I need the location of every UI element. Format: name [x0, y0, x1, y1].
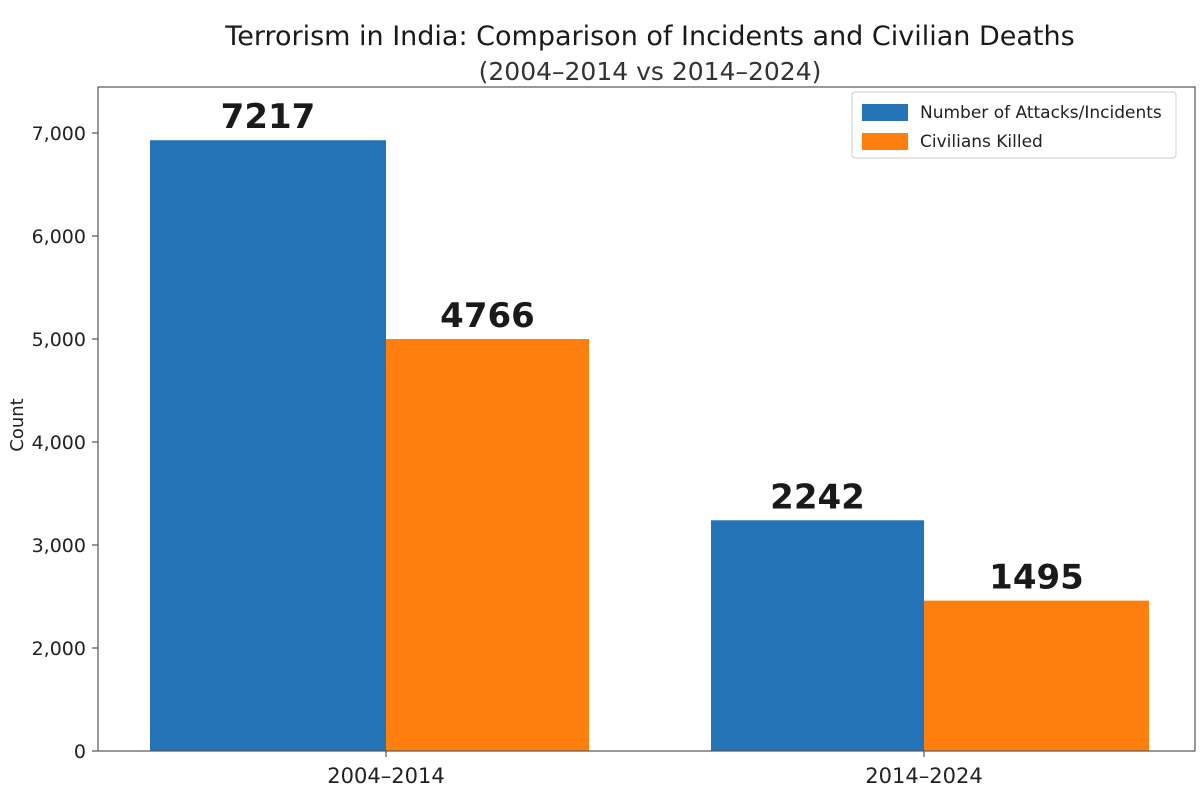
legend-swatch	[862, 104, 908, 121]
bar-data-label: 1495	[989, 558, 1084, 598]
bar	[386, 339, 589, 751]
legend-frame	[851, 91, 1177, 159]
legend-label: Civilians Killed	[920, 132, 1043, 152]
x-tick-label: 2014–2024	[865, 764, 982, 788]
bar-data-label: 4766	[440, 296, 535, 336]
y-tick-label: 6,000	[32, 226, 86, 248]
y-tick-label: 7,000	[32, 123, 86, 145]
plot-frame	[97, 86, 1196, 752]
legend-swatch	[862, 133, 908, 150]
bar	[711, 520, 924, 751]
plot-area: 0 2,000 3,000 4,000 5,000 6,000 7,000 7217 4766 2…	[32, 97, 1149, 788]
legend: Number of Attacks/Incidents Civilians Kil…	[851, 91, 1177, 159]
y-tick-label: 4,000	[32, 432, 86, 454]
bar-data-label: 2242	[770, 477, 865, 517]
bar	[924, 600, 1149, 751]
legend-label: Number of Attacks/Incidents	[920, 103, 1162, 123]
y-tick-label: 0	[74, 741, 86, 763]
y-tick-label: 5,000	[32, 329, 86, 351]
bar-data-label: 7217	[221, 97, 316, 137]
chart-title: Terrorism in India: Comparison of Incide…	[224, 21, 1074, 52]
bar	[150, 140, 386, 751]
y-tick-label: 2,000	[32, 638, 86, 660]
x-tick-label: 2004–2014	[327, 764, 444, 788]
y-axis-label: Count	[7, 398, 28, 451]
y-tick-label: 3,000	[32, 535, 86, 557]
chart-subtitle: (2004–2014 vs 2014–2024)	[479, 57, 822, 86]
